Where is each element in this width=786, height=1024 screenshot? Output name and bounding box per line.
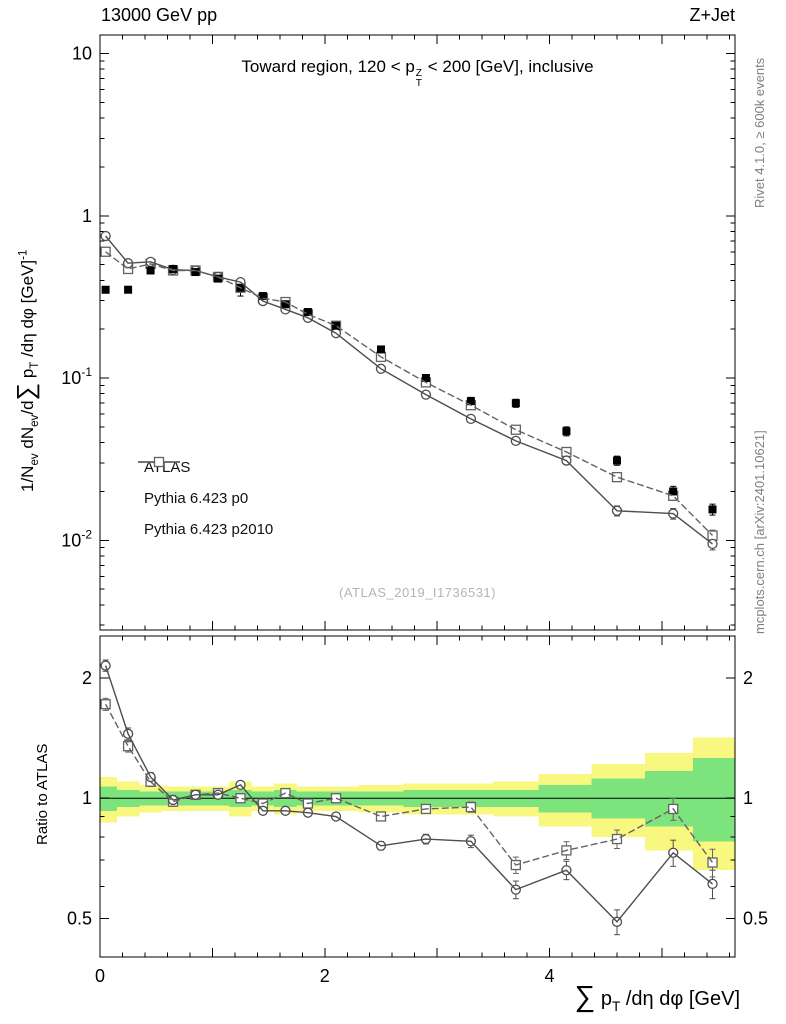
legend: ATLAS Pythia 6.423 p0 Pythia 6.423 p2010	[136, 452, 273, 545]
process-label: Z+Jet	[689, 5, 735, 25]
svg-text:0.5: 0.5	[743, 908, 768, 928]
ratio-p0-line	[104, 665, 713, 923]
y-axis-label-ratio: Ratio to ATLAS	[34, 743, 51, 845]
tick-labels: 10 1 10-1 10-2 2 2 1 1 0.5 0.5 0 2 4	[61, 43, 768, 986]
svg-text:1: 1	[82, 206, 92, 226]
axis-ticks	[100, 35, 735, 957]
panel-frames	[99, 34, 736, 958]
svg-text:10-1: 10-1	[61, 365, 92, 388]
dashed-square-icon	[138, 456, 180, 468]
analysis-watermark: (ATLAS_2019_I1736531)	[339, 585, 496, 600]
svg-text:1: 1	[82, 788, 92, 808]
svg-text:2: 2	[320, 966, 330, 986]
svg-text:2: 2	[743, 668, 753, 688]
svg-text:10: 10	[72, 43, 92, 63]
svg-text:0.5: 0.5	[67, 908, 92, 928]
uncertainty-bands	[100, 737, 735, 871]
svg-text:1: 1	[743, 788, 753, 808]
svg-text:2: 2	[82, 668, 92, 688]
legend-item: Pythia 6.423 p0	[136, 456, 273, 514]
legend-label: Pythia 6.423 p2010	[144, 521, 274, 538]
legend-item: Pythia 6.423 p2010	[136, 456, 274, 545]
ratio-p2010-line	[104, 703, 714, 866]
y-axis-label-main: 1/Nev dNev/d∑ pT /dη dφ [GeV]-1	[13, 249, 42, 492]
series-p0-line	[105, 235, 713, 545]
mcplots-reference-note: mcplots.cern.ch [arXiv:2401.10621]	[752, 430, 767, 634]
rivet-version-note: Rivet 4.1.0, ≥ 600k events	[752, 57, 767, 208]
svg-text:10-2: 10-2	[61, 527, 92, 550]
x-axis-label: ∑ pT /dη dφ [GeV]	[574, 981, 740, 1015]
svg-text:0: 0	[95, 966, 105, 986]
beam-energy-label: 13000 GeV pp	[101, 5, 218, 25]
legend-label: Pythia 6.423 p0	[144, 490, 249, 507]
svg-text:4: 4	[545, 966, 555, 986]
series-p2010-line	[105, 251, 713, 536]
